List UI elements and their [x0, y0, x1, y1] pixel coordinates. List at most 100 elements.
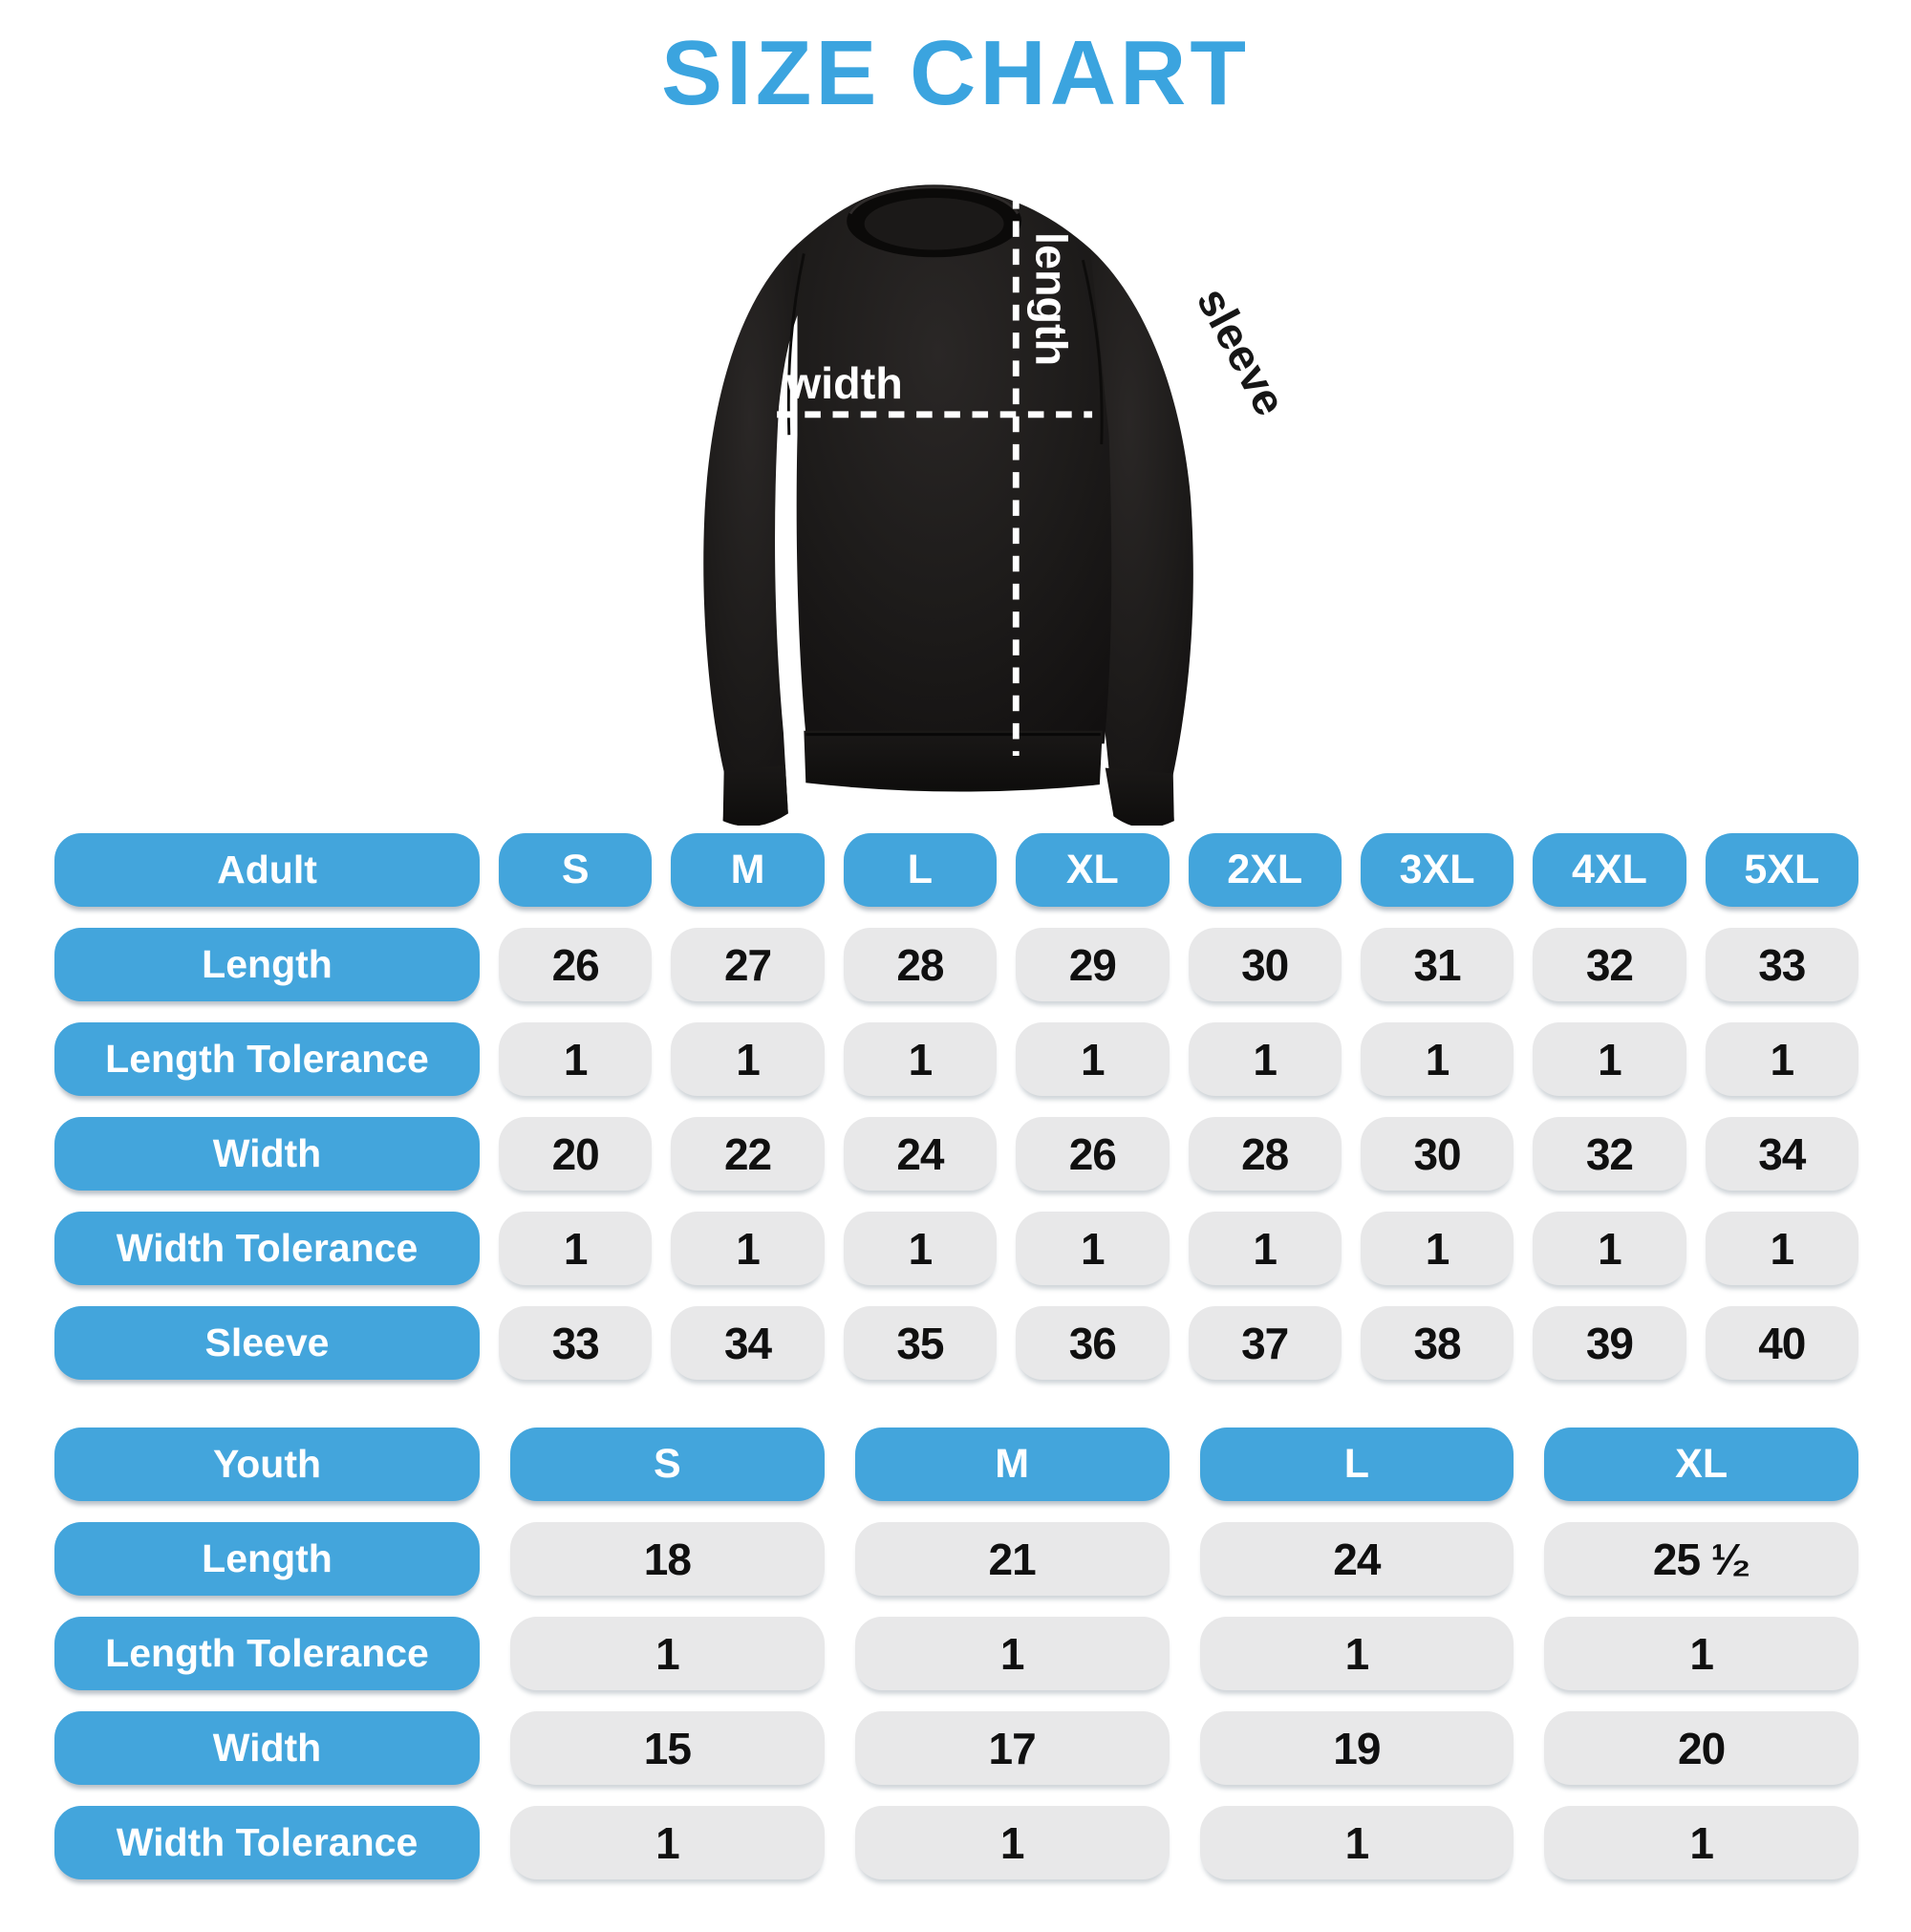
- size-header-pill: L: [843, 833, 998, 907]
- value-cell: 20: [499, 1117, 653, 1191]
- value-cell: 1: [499, 1212, 653, 1285]
- value-cell: 1: [1544, 1617, 1858, 1690]
- value-cell: 19: [1199, 1711, 1514, 1785]
- shirt-body: [796, 185, 1112, 744]
- value-cell: 18: [510, 1522, 825, 1596]
- hem-band: [804, 730, 1103, 792]
- value-cell: 25 ¹⁄₂: [1544, 1522, 1858, 1596]
- value-cell: 1: [671, 1022, 825, 1096]
- value-cell: 1: [510, 1806, 825, 1879]
- sweatshirt-diagram: width length sleeve: [0, 128, 1911, 826]
- value-cell: 1: [1533, 1022, 1686, 1096]
- size-header-pill: M: [854, 1428, 1170, 1501]
- size-header-pill: 5XL: [1705, 833, 1858, 907]
- row-label-pill: Length Tolerance: [54, 1617, 480, 1690]
- table-row: Width 20 22 24 26 28 30 32 34: [54, 1117, 1858, 1191]
- adult-size-table: Adult S M L XL 2XL 3XL 4XL 5XL Length 26 27 28 29 30 31…: [54, 833, 1858, 1380]
- value-cell: 39: [1533, 1306, 1686, 1380]
- left-sleeve: [703, 244, 807, 826]
- value-cell: 1: [1188, 1022, 1342, 1096]
- value-cell: 20: [1544, 1711, 1858, 1785]
- sleeve-label: sleeve: [1188, 280, 1296, 424]
- value-cell: 1: [854, 1806, 1170, 1879]
- value-cell: 1: [1544, 1806, 1858, 1879]
- value-cell: 30: [1188, 928, 1342, 1001]
- value-cell: 1: [1705, 1212, 1858, 1285]
- row-label-pill: Width: [54, 1711, 480, 1785]
- value-cell: 32: [1533, 928, 1686, 1001]
- table-row: Length Tolerance 1 1 1 1: [54, 1617, 1858, 1690]
- table-row: Width 15 17 19 20: [54, 1711, 1858, 1785]
- value-cell: 1: [1533, 1212, 1686, 1285]
- value-cell: 17: [854, 1711, 1170, 1785]
- table-row: Length 26 27 28 29 30 31 32 33: [54, 928, 1858, 1001]
- size-header-pill: XL: [1016, 833, 1170, 907]
- table-row: Sleeve 33 34 35 36 37 38 39 40: [54, 1306, 1858, 1380]
- sweatshirt-image: width length sleeve: [703, 158, 1296, 826]
- sleeve-line: [934, 158, 1256, 800]
- size-header-pill: 2XL: [1188, 833, 1342, 907]
- value-cell: 26: [1016, 1117, 1170, 1191]
- table-row: Length 18 21 24 25 ¹⁄₂: [54, 1522, 1858, 1596]
- value-cell: 26: [499, 928, 653, 1001]
- value-cell: 15: [510, 1711, 825, 1785]
- right-sleeve: [1076, 248, 1193, 826]
- value-cell: 36: [1016, 1306, 1170, 1380]
- value-cell: 34: [1705, 1117, 1858, 1191]
- row-label-pill: Sleeve: [54, 1306, 480, 1380]
- adult-header-row: Adult S M L XL 2XL 3XL 4XL 5XL: [54, 833, 1858, 907]
- value-cell: 38: [1360, 1306, 1514, 1380]
- value-cell: 33: [499, 1306, 653, 1380]
- value-cell: 1: [843, 1022, 998, 1096]
- value-cell: 1: [1016, 1022, 1170, 1096]
- table-row: Width Tolerance 1 1 1 1: [54, 1806, 1858, 1879]
- value-cell: 34: [671, 1306, 825, 1380]
- left-cuff: [722, 764, 788, 826]
- row-label-pill: Width: [54, 1117, 480, 1191]
- width-label: width: [785, 358, 903, 408]
- youth-table-title-pill: Youth: [54, 1428, 480, 1501]
- size-header-pill: 3XL: [1360, 833, 1514, 907]
- size-header-pill: M: [671, 833, 825, 907]
- value-cell: 1: [1360, 1022, 1514, 1096]
- length-label: length: [1027, 232, 1077, 366]
- value-cell: 24: [1199, 1522, 1514, 1596]
- value-cell: 27: [671, 928, 825, 1001]
- value-cell: 40: [1705, 1306, 1858, 1380]
- value-cell: 1: [671, 1212, 825, 1285]
- value-cell: 37: [1188, 1306, 1342, 1380]
- value-cell: 29: [1016, 928, 1170, 1001]
- table-row: Width Tolerance 1 1 1 1 1 1 1 1: [54, 1212, 1858, 1285]
- value-cell: 35: [843, 1306, 998, 1380]
- value-cell: 1: [854, 1617, 1170, 1690]
- page-title: SIZE CHART: [661, 22, 1250, 124]
- value-cell: 28: [1188, 1117, 1342, 1191]
- size-header-pill: S: [499, 833, 653, 907]
- value-cell: 22: [671, 1117, 825, 1191]
- size-header-pill: 4XL: [1533, 833, 1686, 907]
- value-cell: 33: [1705, 928, 1858, 1001]
- value-cell: 1: [510, 1617, 825, 1690]
- value-cell: 1: [1199, 1806, 1514, 1879]
- value-cell: 30: [1360, 1117, 1514, 1191]
- youth-size-table: Youth S M L XL Length 18 21 24 25 ¹⁄₂ Length Toler…: [54, 1428, 1858, 1879]
- adult-table-title-pill: Adult: [54, 833, 480, 907]
- size-header-pill: S: [510, 1428, 825, 1501]
- youth-header-row: Youth S M L XL: [54, 1428, 1858, 1501]
- value-cell: 28: [843, 928, 998, 1001]
- row-label-pill: Length: [54, 1522, 480, 1596]
- value-cell: 21: [854, 1522, 1170, 1596]
- row-label-pill: Length: [54, 928, 480, 1001]
- right-cuff: [1105, 767, 1174, 826]
- value-cell: 1: [1188, 1212, 1342, 1285]
- value-cell: 1: [1360, 1212, 1514, 1285]
- row-label-pill: Width Tolerance: [54, 1806, 480, 1879]
- value-cell: 1: [1705, 1022, 1858, 1096]
- value-cell: 24: [843, 1117, 998, 1191]
- row-label-pill: Width Tolerance: [54, 1212, 480, 1285]
- value-cell: 31: [1360, 928, 1514, 1001]
- value-cell: 32: [1533, 1117, 1686, 1191]
- size-header-pill: XL: [1544, 1428, 1858, 1501]
- row-label-pill: Length Tolerance: [54, 1022, 480, 1096]
- size-header-pill: L: [1199, 1428, 1514, 1501]
